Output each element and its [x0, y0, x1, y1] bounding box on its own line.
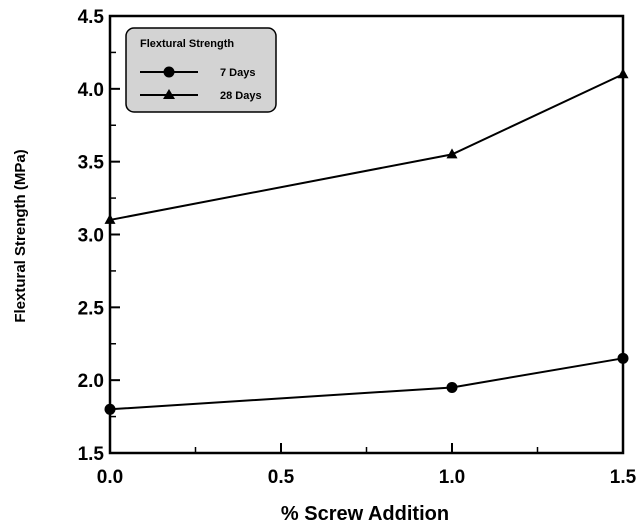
x-tick-label: 0.5 — [268, 467, 295, 488]
data-point-7-days — [446, 381, 458, 393]
legend-label-28-days: 28 Days — [220, 90, 262, 102]
y-tick-label: 2.0 — [78, 371, 104, 392]
legend-box — [125, 27, 277, 113]
series — [104, 68, 629, 415]
ticks: 1.5 2.0 2.5 3.0 3.5 4.0 4.5 0.0 0.5 1.0 1.5 — [78, 7, 637, 488]
y-tick-label: 4.5 — [78, 7, 105, 28]
data-point-28-days — [446, 148, 458, 159]
data-point-28-days — [104, 213, 116, 224]
legend: Flextural Strength 7 Days 28 Days — [125, 27, 277, 113]
legend-label-7-days: 7 Days — [220, 67, 255, 79]
data-point-28-days — [617, 68, 629, 79]
data-point-7-days — [104, 403, 116, 415]
x-tick-label: 1.0 — [439, 467, 465, 488]
legend-title: Flextural Strength — [140, 38, 234, 50]
x-tick-label: 0.0 — [97, 467, 123, 488]
x-axis-label: % Screw Addition — [281, 503, 449, 525]
y-tick-label: 3.5 — [78, 153, 105, 174]
y-tick-label: 1.5 — [78, 444, 105, 465]
legend-marker-7-days — [163, 66, 175, 78]
series-line-7-days — [109, 357, 624, 411]
x-tick-label: 1.5 — [610, 467, 637, 488]
y-axis-label: Flextural Strength (MPa) — [12, 149, 29, 322]
y-tick-label: 3.0 — [78, 226, 104, 247]
y-tick-label: 2.5 — [78, 298, 105, 319]
data-point-7-days — [617, 352, 629, 364]
y-tick-label: 4.0 — [78, 80, 104, 101]
legend-marker-28-days — [163, 89, 175, 99]
